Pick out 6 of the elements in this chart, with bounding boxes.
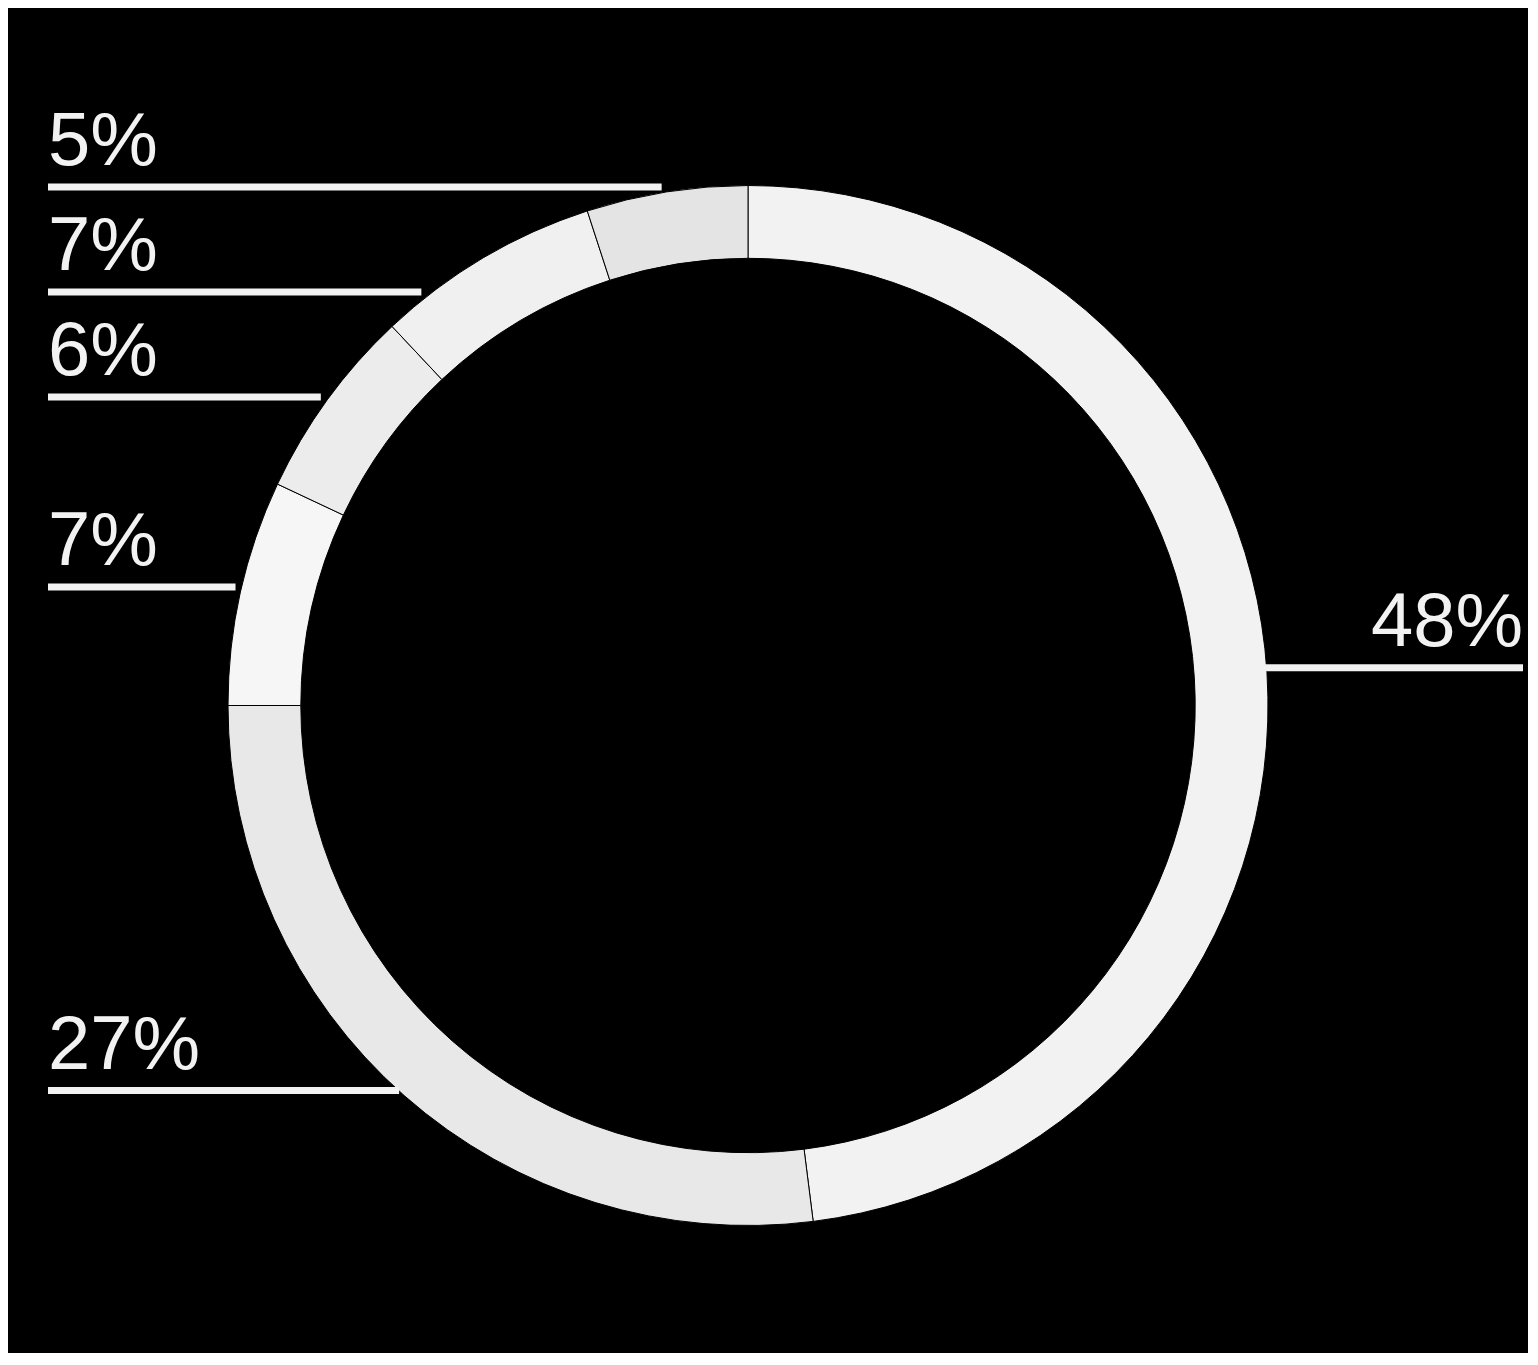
data-label: 6% <box>48 305 158 391</box>
data-label: 7% <box>48 200 158 286</box>
data-label: 27% <box>48 999 201 1085</box>
data-label: 7% <box>48 496 158 582</box>
data-label: 48% <box>1370 576 1523 662</box>
data-label: 5% <box>48 95 158 181</box>
